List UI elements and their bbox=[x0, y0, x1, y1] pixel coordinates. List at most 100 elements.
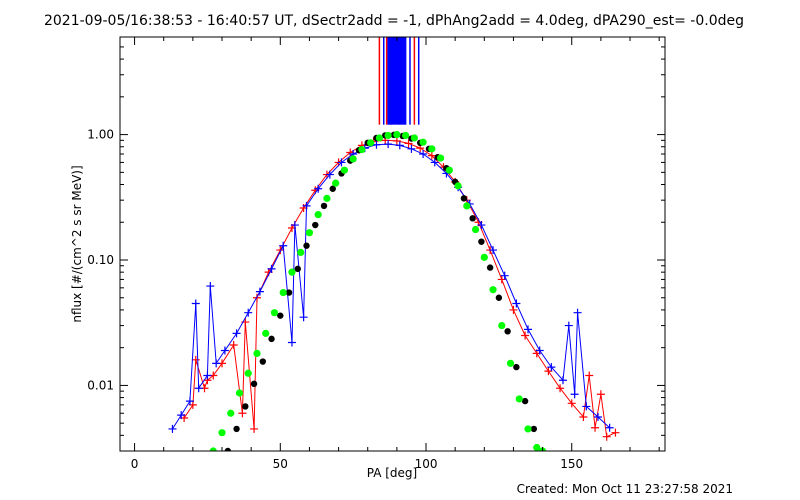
blue-line bbox=[172, 143, 610, 430]
blue-point bbox=[430, 158, 439, 167]
blue-point bbox=[489, 246, 498, 255]
black-fit-point bbox=[277, 312, 284, 319]
blue-point bbox=[512, 299, 521, 308]
blue-point bbox=[384, 140, 393, 149]
black-fit-point bbox=[521, 397, 529, 405]
blue-point bbox=[325, 170, 334, 179]
blue-point bbox=[287, 338, 296, 347]
red-point bbox=[427, 151, 436, 160]
blue-point bbox=[558, 376, 567, 385]
green-fit-point bbox=[489, 286, 497, 294]
green-fit-point bbox=[524, 425, 532, 433]
red-point bbox=[250, 424, 259, 433]
red-point bbox=[238, 409, 247, 418]
red-point bbox=[191, 355, 200, 364]
blue-point bbox=[547, 363, 556, 372]
blue-point bbox=[299, 313, 308, 322]
blue-point bbox=[314, 184, 323, 193]
green-fit-point bbox=[393, 130, 401, 139]
black-fit-point bbox=[224, 447, 232, 451]
x-tick-label: 0 bbox=[131, 457, 139, 471]
blue-point bbox=[605, 423, 614, 432]
y-axis-label: nflux [#/(cm^2 s sr MeV)] bbox=[70, 165, 84, 322]
black-fit-point bbox=[294, 265, 301, 273]
green-fit-point bbox=[332, 179, 340, 187]
blue-point bbox=[564, 321, 573, 330]
red-point bbox=[585, 371, 594, 380]
plot-frame bbox=[119, 36, 666, 452]
vertical-band-blue bbox=[388, 37, 406, 125]
y-tick-label: 0.01 bbox=[87, 378, 114, 392]
black-fit-point bbox=[320, 202, 328, 210]
black-fit-point bbox=[303, 242, 310, 249]
red-point bbox=[392, 136, 401, 145]
blue-point bbox=[279, 241, 288, 250]
green-fit-point bbox=[297, 248, 305, 256]
green-fit-point bbox=[480, 253, 488, 261]
black-fit-point bbox=[469, 215, 476, 222]
green-fit-point bbox=[515, 395, 523, 403]
black-fit-point bbox=[259, 358, 267, 365]
green-fit-point bbox=[498, 321, 506, 330]
x-axis-label: PA [deg] bbox=[367, 466, 417, 480]
blue-point bbox=[244, 308, 253, 317]
blue-point bbox=[395, 141, 404, 150]
red-point bbox=[404, 139, 413, 148]
footer-timestamp: Created: Mon Oct 11 23:27:58 2021 bbox=[517, 482, 733, 496]
black-fit-point bbox=[285, 289, 293, 296]
blue-point bbox=[194, 384, 203, 393]
black-fit-point bbox=[329, 185, 336, 192]
red-point bbox=[596, 390, 605, 399]
blue-point bbox=[419, 150, 428, 159]
green-fit-point bbox=[227, 409, 235, 417]
green-fit-point bbox=[270, 309, 279, 317]
blue-point bbox=[337, 158, 346, 167]
green-fit-point bbox=[244, 369, 252, 377]
red-point bbox=[611, 428, 620, 437]
blue-point bbox=[477, 221, 486, 230]
blue-point bbox=[573, 308, 582, 317]
blue-point bbox=[593, 413, 602, 422]
axes: 0 50 100 150 0.01 0.10 1.00 bbox=[87, 36, 665, 471]
green-fit-point bbox=[262, 329, 270, 337]
red-point bbox=[579, 413, 588, 422]
green-fit-point bbox=[218, 429, 226, 437]
blue-point bbox=[191, 299, 200, 308]
blue-point bbox=[185, 397, 194, 406]
blue-point bbox=[212, 359, 221, 368]
green-fit-point bbox=[375, 134, 383, 142]
series-red bbox=[180, 136, 620, 441]
black-fit-point bbox=[250, 380, 258, 388]
blue-point bbox=[232, 329, 241, 338]
blue-point bbox=[407, 144, 416, 153]
red-point bbox=[276, 246, 285, 255]
red-point bbox=[544, 367, 553, 376]
red-point bbox=[229, 341, 238, 350]
blue-point bbox=[177, 411, 186, 420]
blue-point bbox=[500, 271, 509, 280]
blue-point bbox=[582, 402, 591, 411]
green-fit-point bbox=[471, 225, 480, 234]
series-blue bbox=[168, 140, 614, 433]
red-line bbox=[183, 139, 616, 438]
blue-point bbox=[203, 371, 212, 380]
x-tick-label: 50 bbox=[273, 457, 288, 471]
green-fit-point bbox=[402, 131, 410, 140]
red-point bbox=[509, 305, 518, 314]
black-fit-point bbox=[495, 294, 503, 301]
green-fit-point bbox=[428, 145, 436, 153]
blue-point bbox=[524, 325, 533, 334]
green-fit-point bbox=[288, 268, 296, 276]
green-fit-point bbox=[506, 359, 515, 367]
green-fit-point bbox=[305, 229, 314, 237]
x-tick-label: 100 bbox=[415, 457, 438, 471]
black-fit-point bbox=[268, 335, 275, 343]
chart-title: 2021-09-05/16:38:53 - 16:40:57 UT, dSect… bbox=[44, 13, 744, 29]
black-fit-point bbox=[486, 264, 494, 271]
green-fit-point bbox=[367, 139, 375, 147]
green-fit-point bbox=[454, 182, 462, 190]
fit-curve-green bbox=[209, 130, 547, 451]
green-fit-point bbox=[340, 166, 349, 174]
blue-point bbox=[302, 201, 311, 210]
